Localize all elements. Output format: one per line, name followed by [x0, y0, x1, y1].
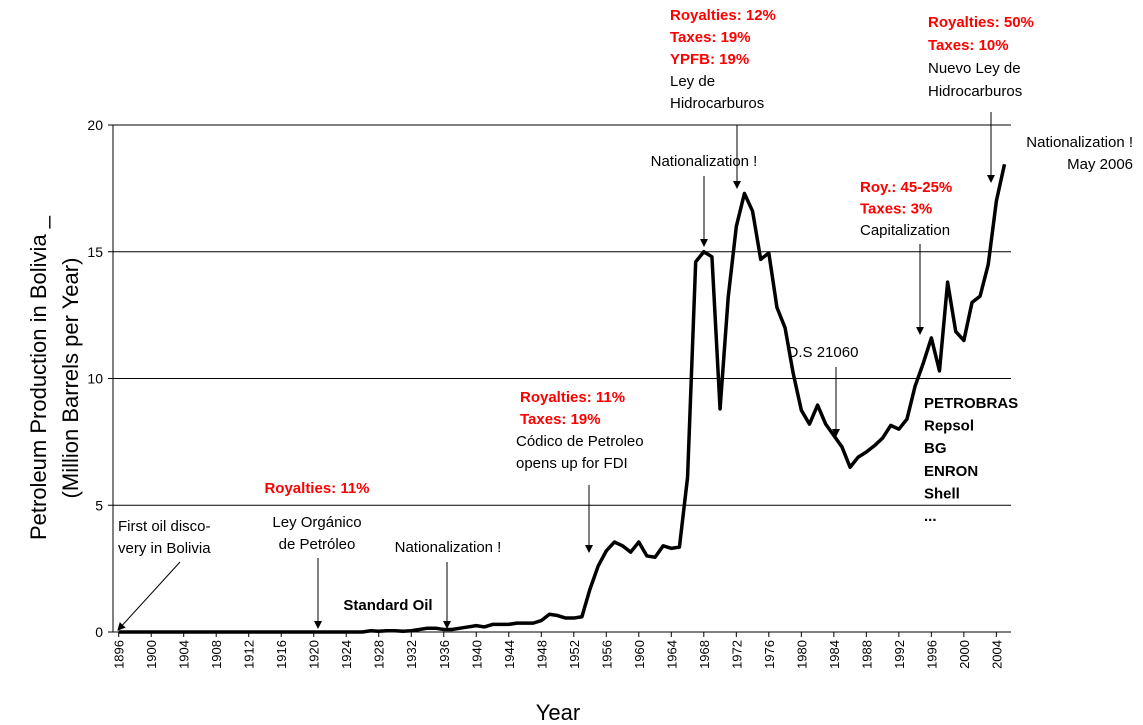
annotation-arrow	[117, 561, 181, 631]
annotation: May 2006	[1067, 156, 1133, 173]
x-tick-label: 1924	[339, 640, 354, 669]
x-tick-label: 1948	[534, 640, 549, 669]
x-tick-label: 1960	[632, 640, 647, 669]
x-tick-label: 1912	[242, 640, 257, 669]
annotation: Royalties: 50%	[928, 14, 1034, 31]
annotation: very in Bolivia	[118, 540, 211, 557]
annotation: Royalties: 11%	[264, 480, 369, 497]
y-tick-label: 20	[87, 117, 103, 133]
annotation: Capitalization	[860, 222, 950, 239]
x-tick-label: 1956	[599, 640, 614, 669]
annotation: ENRON	[924, 463, 978, 480]
annotation: Ley Orgánico	[272, 514, 361, 531]
x-tick-label: 1900	[144, 640, 159, 669]
x-tick-label: 1964	[664, 640, 679, 669]
y-tick-label: 10	[87, 371, 103, 387]
x-tick-label: 2000	[957, 640, 972, 669]
x-tick-label: 1996	[924, 640, 939, 669]
y-tick-label: 15	[87, 244, 103, 260]
x-tick-label: 1976	[762, 640, 777, 669]
y-tick-label: 5	[95, 497, 103, 513]
x-tick-label: 1908	[209, 640, 224, 669]
annotation: First oil disco-	[118, 518, 211, 535]
x-tick-label: 1992	[892, 640, 907, 669]
x-tick-label: 1928	[372, 640, 387, 669]
annotation: Ley de	[670, 73, 715, 90]
annotation: Taxes: 19%	[670, 29, 751, 46]
x-tick-label: 1988	[859, 640, 874, 669]
y-axis-title: (Million Barrels per Year)	[58, 258, 83, 499]
y-tick-label: 0	[95, 624, 103, 640]
annotation: Nationalization !	[651, 153, 758, 170]
x-tick-label: 1952	[567, 640, 582, 669]
x-tick-label: 1984	[827, 640, 842, 669]
annotation: Shell	[924, 485, 960, 502]
y-axis-title: Petroleum Production in Bolivia _	[26, 215, 51, 540]
annotation: YPFB: 19%	[670, 51, 749, 68]
x-axis-title: Year	[536, 700, 580, 725]
annotation: PETROBRAS	[924, 395, 1018, 412]
x-tick-label: 1904	[177, 640, 192, 669]
annotation: Nuevo Ley de	[928, 60, 1021, 77]
x-tick-label: 1980	[794, 640, 809, 669]
annotation: Taxes: 10%	[928, 37, 1009, 54]
x-tick-label: 2004	[989, 640, 1004, 669]
annotation: Royalties: 11%	[520, 389, 625, 406]
annotation: Hidrocarburos	[670, 95, 764, 112]
annotation: D.S 21060	[788, 344, 859, 361]
annotation: Nationalization !	[1026, 134, 1133, 151]
annotation: Códico de Petroleo	[516, 433, 644, 450]
x-tick-label: 1896	[112, 640, 127, 669]
annotation: ...	[924, 508, 937, 525]
x-tick-label: 1944	[502, 640, 517, 669]
annotation: opens up for FDI	[516, 455, 628, 472]
annotation: Royalties: 12%	[670, 7, 776, 24]
x-tick-label: 1940	[469, 640, 484, 669]
data-line	[118, 163, 1007, 634]
annotation: Taxes: 19%	[520, 411, 601, 428]
x-tick-label: 1932	[404, 640, 419, 669]
x-tick-label: 1916	[274, 640, 289, 669]
x-tick-label: 1972	[729, 640, 744, 669]
annotation: de Petróleo	[279, 536, 356, 553]
annotation: BG	[924, 440, 947, 457]
x-tick-label: 1920	[307, 640, 322, 669]
annotation: Roy.: 45-25%	[860, 179, 952, 196]
x-tick-label: 1968	[697, 640, 712, 669]
annotation: Hidrocarburos	[928, 83, 1022, 100]
annotation: Standard Oil	[343, 597, 432, 614]
x-tick-label: 1936	[437, 640, 452, 669]
annotation: Nationalization !	[395, 539, 502, 556]
annotation: Repsol	[924, 418, 974, 435]
annotation: Taxes: 3%	[860, 201, 932, 218]
